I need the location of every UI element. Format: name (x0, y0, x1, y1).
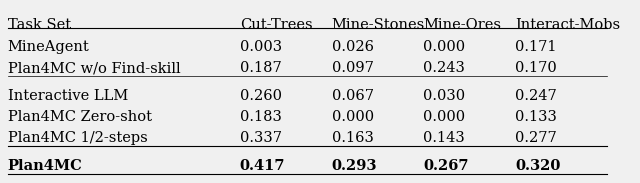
Text: Plan4MC 1/2-steps: Plan4MC 1/2-steps (8, 130, 147, 145)
Text: 0.320: 0.320 (515, 158, 561, 173)
Text: Interactive LLM: Interactive LLM (8, 89, 128, 103)
Text: 0.000: 0.000 (423, 110, 465, 124)
Text: 0.260: 0.260 (240, 89, 282, 103)
Text: MineAgent: MineAgent (8, 40, 89, 54)
Text: Mine-Stones: Mine-Stones (332, 18, 425, 32)
Text: 0.247: 0.247 (515, 89, 557, 103)
Text: 0.026: 0.026 (332, 40, 374, 54)
Text: 0.187: 0.187 (240, 61, 282, 75)
Text: 0.143: 0.143 (423, 130, 465, 145)
Text: 0.030: 0.030 (423, 89, 465, 103)
Text: Task Set: Task Set (8, 18, 70, 32)
Text: 0.293: 0.293 (332, 158, 377, 173)
Text: 0.133: 0.133 (515, 110, 557, 124)
Text: Plan4MC w/o Find-skill: Plan4MC w/o Find-skill (8, 61, 180, 75)
Text: 0.170: 0.170 (515, 61, 557, 75)
Text: 0.171: 0.171 (515, 40, 557, 54)
Text: Mine-Ores: Mine-Ores (423, 18, 501, 32)
Text: 0.277: 0.277 (515, 130, 557, 145)
Text: 0.243: 0.243 (423, 61, 465, 75)
Text: Interact-Mobs: Interact-Mobs (515, 18, 620, 32)
Text: 0.000: 0.000 (332, 110, 374, 124)
Text: 0.000: 0.000 (423, 40, 465, 54)
Text: Cut-Trees: Cut-Trees (240, 18, 312, 32)
Text: 0.267: 0.267 (423, 158, 468, 173)
Text: 0.097: 0.097 (332, 61, 374, 75)
Text: 0.417: 0.417 (240, 158, 285, 173)
Text: 0.163: 0.163 (332, 130, 374, 145)
Text: Plan4MC Zero-shot: Plan4MC Zero-shot (8, 110, 152, 124)
Text: 0.183: 0.183 (240, 110, 282, 124)
Text: 0.337: 0.337 (240, 130, 282, 145)
Text: 0.003: 0.003 (240, 40, 282, 54)
Text: Plan4MC: Plan4MC (8, 158, 83, 173)
Text: 0.067: 0.067 (332, 89, 374, 103)
